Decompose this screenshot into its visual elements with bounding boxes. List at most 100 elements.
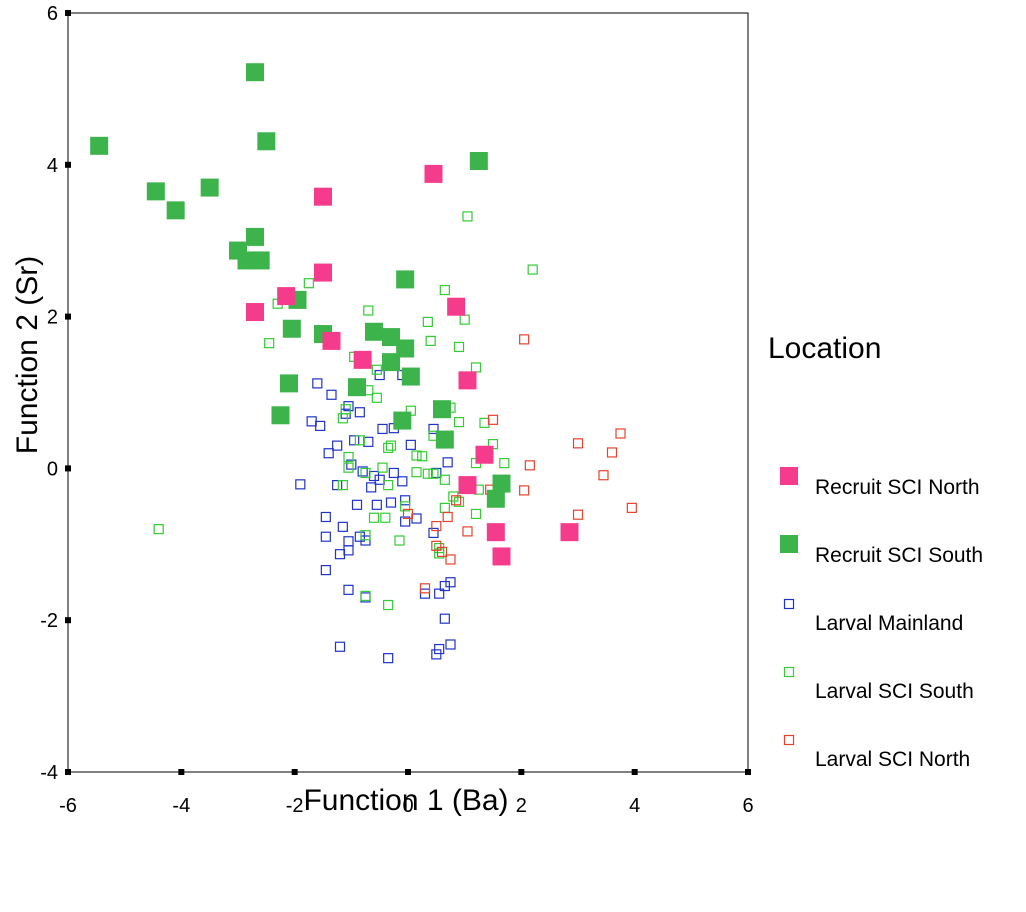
point-larval-sci-south-39	[337, 479, 348, 491]
x-tick-mark-4	[631, 769, 638, 775]
point-recruit-sci-south-25	[435, 430, 454, 449]
point-recruit-sci-south-20	[348, 378, 366, 397]
point-larval-mainland-18	[346, 459, 357, 470]
y-tick-mark-4	[65, 161, 71, 168]
x-tick-label-0: 0	[402, 795, 413, 817]
y-tick-mark-2	[65, 617, 71, 624]
y-tick-mark-6	[65, 10, 71, 16]
point-recruit-sci-south-11	[396, 270, 415, 289]
x-tick-mark-4	[178, 769, 185, 775]
point-larval-sci-north-6	[598, 470, 609, 481]
point-larval-sci-south-26	[383, 442, 394, 454]
point-larval-mainland-36	[320, 531, 331, 542]
x-axis-ticks: -6 -4 -2 0 2 4 6	[59, 769, 754, 817]
point-recruit-sci-north-7	[447, 297, 466, 316]
point-recruit-sci-south-19	[401, 367, 420, 386]
point-larval-sci-south-55	[360, 590, 371, 602]
point-larval-mainland-28	[400, 495, 411, 506]
point-larval-sci-south-10	[453, 341, 465, 353]
x-tick-mark-2	[518, 769, 525, 775]
point-larval-mainland-50	[439, 613, 450, 624]
point-larval-sci-south-36	[428, 468, 439, 479]
legend-label-larval-mainland: Larval Mainland	[815, 612, 963, 635]
point-larval-mainland-33	[411, 513, 422, 524]
point-recruit-sci-north-3	[277, 287, 296, 306]
point-larval-mainland-0	[312, 378, 323, 389]
y-tick-label-4: 4	[47, 155, 58, 177]
point-larval-sci-south-7	[459, 314, 470, 325]
point-larval-mainland-27	[366, 482, 377, 493]
x-tick-mark-0	[405, 769, 411, 775]
point-larval-sci-north-0	[519, 334, 530, 345]
point-larval-sci-north-17	[436, 546, 448, 557]
point-recruit-sci-north-12	[492, 547, 511, 566]
point-larval-mainland-26	[295, 479, 306, 490]
point-larval-sci-south-37	[499, 457, 510, 469]
point-larval-mainland-29	[320, 511, 331, 523]
y-tick-label-4: -4	[40, 762, 58, 784]
legend-label-larval-sci-north: Larval SCI North	[815, 748, 970, 771]
point-larval-mainland-31	[371, 499, 382, 510]
point-larval-mainland-43	[320, 565, 331, 576]
point-recruit-sci-south-13	[282, 319, 301, 338]
x-tick-mark-2	[291, 769, 298, 775]
point-recruit-sci-north-2	[314, 263, 332, 282]
point-larval-sci-north-1	[487, 414, 499, 425]
point-larval-sci-south-30	[417, 451, 428, 462]
point-larval-sci-north-19	[419, 583, 431, 594]
point-recruit-sci-south-22	[271, 406, 290, 425]
point-larval-sci-south-13	[470, 362, 482, 373]
point-larval-sci-north-2	[615, 428, 626, 439]
point-larval-mainland-51	[334, 641, 346, 652]
point-recruit-sci-north-6	[353, 350, 372, 369]
point-recruit-sci-north-11	[486, 523, 505, 542]
point-larval-sci-south-35	[411, 467, 422, 478]
point-recruit-sci-north-0	[424, 164, 443, 183]
x-tick-label-4: 4	[629, 795, 640, 817]
point-recruit-sci-south-24	[433, 400, 451, 419]
point-larval-mainland-21	[388, 467, 399, 479]
point-larval-sci-south-34	[377, 462, 388, 473]
point-larval-mainland-55	[383, 653, 394, 664]
y-tick-label-0: 0	[47, 458, 58, 480]
x-tick-mark-6	[745, 769, 751, 775]
point-larval-mainland-10	[363, 436, 374, 447]
point-larval-sci-south-9	[425, 335, 436, 346]
legend-label-recruit-sci-south: Recruit SCI South	[815, 544, 983, 567]
point-larval-sci-south-46	[400, 501, 411, 512]
point-larval-mainland-39	[343, 536, 354, 547]
point-larval-mainland-9	[349, 435, 360, 446]
point-larval-sci-north-3	[572, 438, 584, 449]
point-larval-sci-north-9	[572, 509, 584, 520]
point-recruit-sci-north-13	[560, 523, 579, 542]
point-larval-sci-south-47	[439, 502, 450, 513]
point-larval-sci-south-44	[448, 491, 459, 502]
point-larval-mainland-2	[374, 369, 385, 381]
point-larval-sci-south-2	[439, 284, 450, 296]
point-larval-mainland-30	[351, 499, 363, 510]
point-larval-mainland-7	[306, 416, 317, 427]
y-tick-mark-4	[65, 769, 71, 775]
point-larval-sci-south-0	[462, 211, 473, 222]
x-tick-label-4: -4	[172, 795, 190, 817]
point-recruit-sci-south-9	[237, 251, 256, 270]
point-larval-sci-north-11	[402, 508, 414, 520]
legend-marker-recruit-sci-south	[780, 535, 798, 553]
point-larval-mainland-54	[431, 649, 442, 660]
point-recruit-sci-south-6	[166, 201, 185, 220]
point-larval-sci-south-1	[527, 264, 538, 275]
point-larval-sci-south-52	[394, 535, 405, 546]
point-larval-sci-south-24	[479, 417, 490, 428]
y-tick-label-6: 6	[47, 3, 58, 25]
point-larval-mainland-48	[419, 588, 431, 599]
x-tick-label-6: 6	[742, 795, 753, 817]
point-larval-sci-north-14	[442, 511, 453, 523]
point-larval-mainland-22	[374, 474, 385, 485]
point-recruit-sci-north-5	[322, 331, 341, 350]
point-larval-mainland-37	[354, 531, 365, 542]
y-tick-mark-2	[65, 313, 71, 320]
point-larval-mainland-15	[323, 448, 334, 459]
point-recruit-sci-south-1	[90, 136, 109, 155]
point-larval-sci-south-16	[371, 392, 382, 403]
